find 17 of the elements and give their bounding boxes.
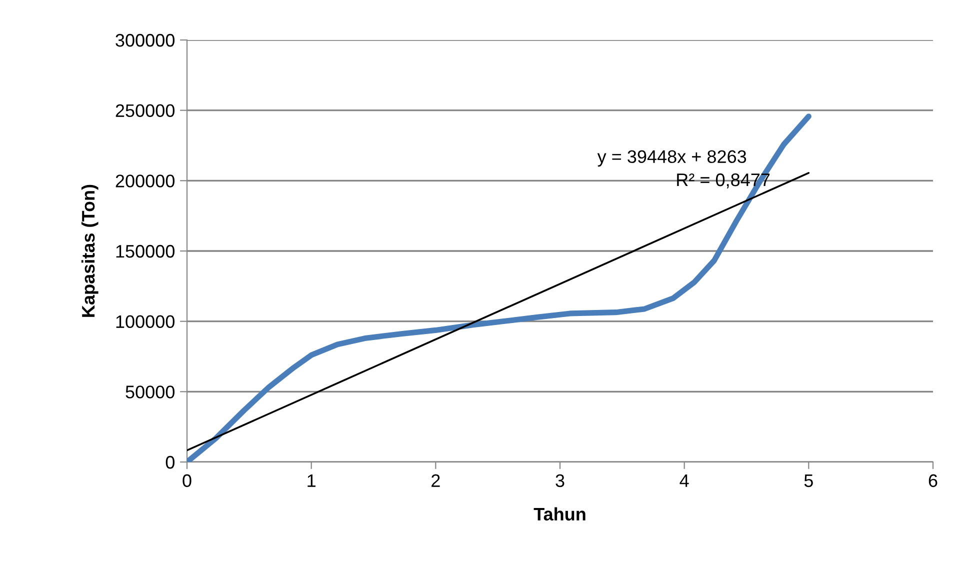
y-tick-label: 150000: [116, 244, 174, 258]
x-tick-label: 6: [928, 474, 938, 488]
x-tick-label: 3: [556, 474, 564, 488]
y-tick-label: 0: [166, 456, 174, 469]
y-tick-label: 200000: [116, 174, 174, 188]
y-tick-label: 300000: [116, 34, 174, 47]
x-tick-label: 1: [308, 474, 316, 487]
x-tick-label: 4: [680, 474, 689, 487]
y-tick-label: 50000: [126, 386, 174, 398]
x-axis-title: Tahun: [534, 507, 586, 521]
x-tick-label: 2: [432, 474, 440, 487]
x-tick-label: 0: [182, 474, 192, 488]
y-axis-title: Kapasitas (Ton): [81, 184, 98, 317]
annotation: y = 39448x + 8263: [597, 150, 746, 167]
y-tick-label: 100000: [116, 315, 174, 328]
x-tick-label: 5: [804, 474, 813, 488]
y-tick-label: 250000: [116, 104, 174, 118]
